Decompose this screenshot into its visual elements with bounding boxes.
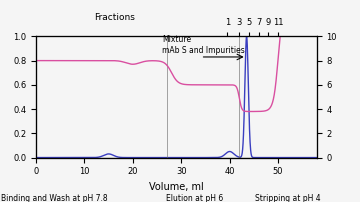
Text: Binding and Wash at pH 7.8: Binding and Wash at pH 7.8: [1, 194, 107, 202]
Text: Mixture
mAb S and Impurities: Mixture mAb S and Impurities: [162, 35, 245, 55]
Text: Stripping at pH 4: Stripping at pH 4: [255, 194, 321, 202]
X-axis label: Volume, ml: Volume, ml: [149, 182, 204, 192]
Text: Fractions: Fractions: [94, 13, 135, 22]
Text: Elution at pH 6: Elution at pH 6: [166, 194, 223, 202]
